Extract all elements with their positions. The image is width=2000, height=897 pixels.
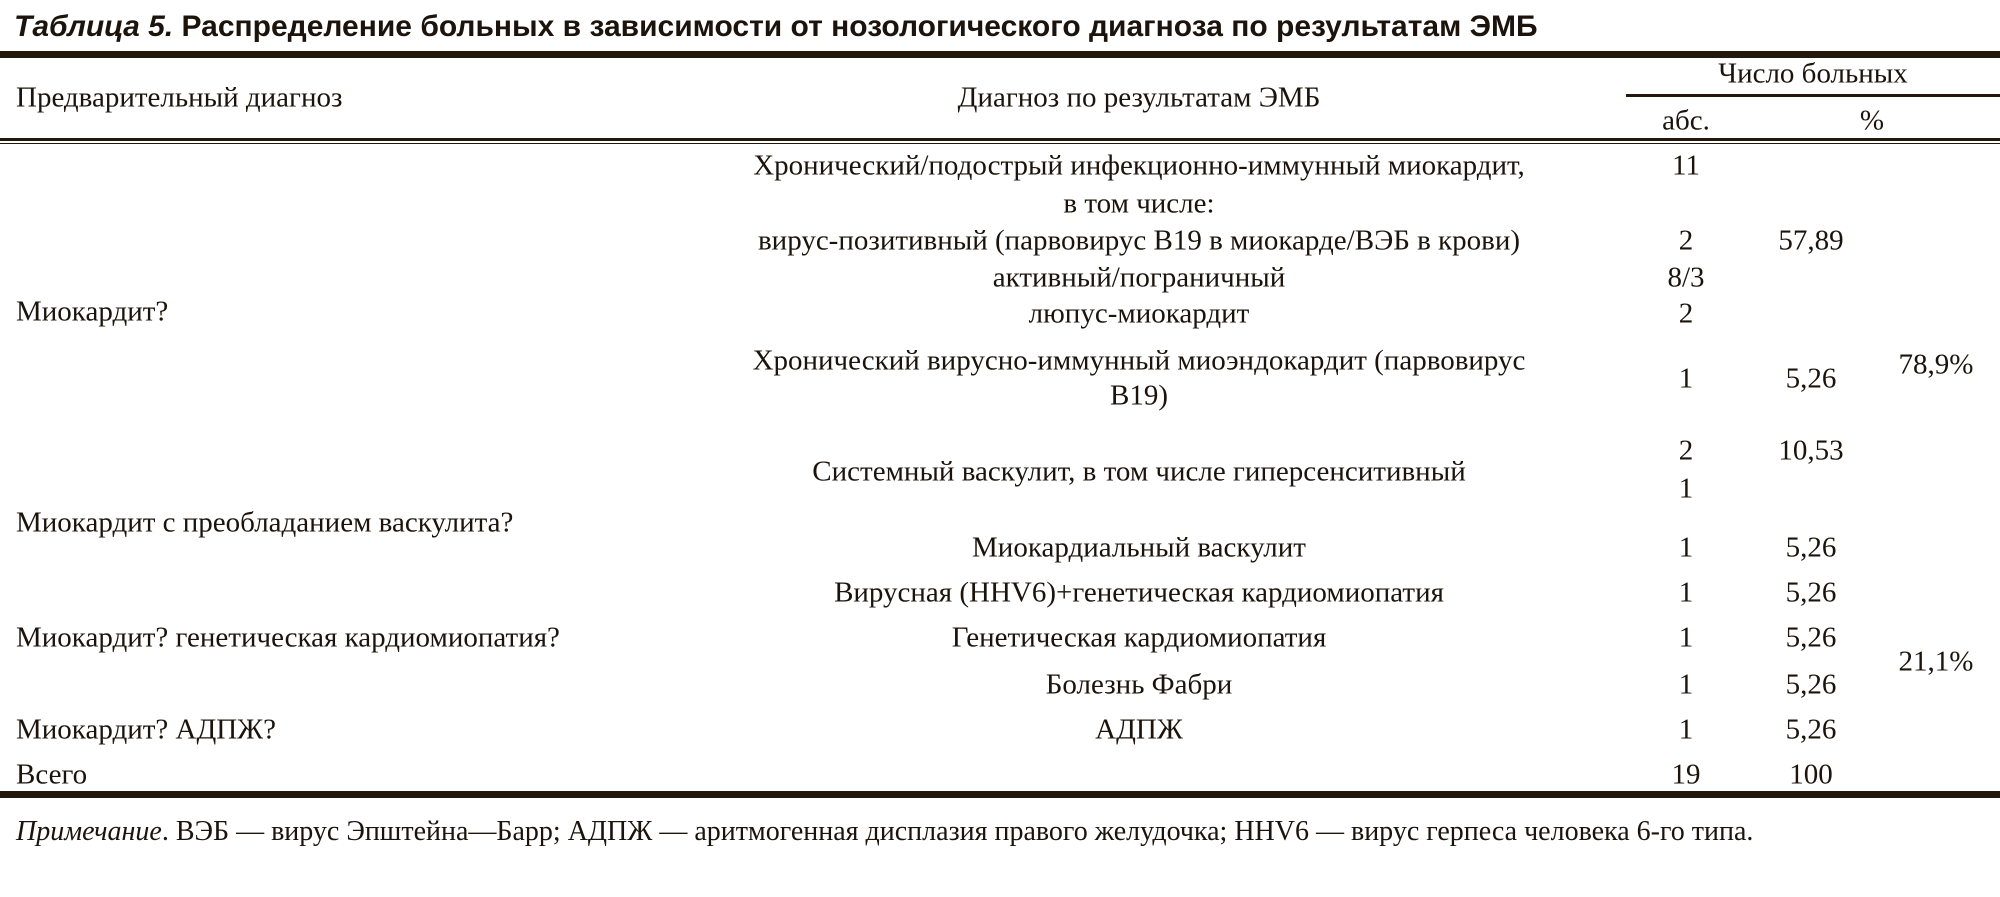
group-label: Миокардит с преобладанием васкулита? [16,506,514,539]
row-pct: 57,89 [1778,224,1844,257]
table-note: Примечание. ВЭБ — вирус Эпштейна—Барр; А… [16,814,1984,850]
row-diagnosis-cont: В19) [1110,379,1168,412]
row-diagnosis: Хронический/подострый инфекционно-иммунн… [753,149,1525,182]
row-abs: 1 [1678,531,1694,564]
row-abs: 1 [1678,668,1694,701]
row-abs: 2 [1678,224,1694,257]
row-abs: 1 [1678,362,1694,395]
row-abs: 2 [1678,434,1694,467]
row-pct: 5,26 [1785,621,1837,654]
row-pct: 5,26 [1785,576,1837,609]
row-pct: 5,26 [1785,362,1837,395]
table-number: Таблица 5. [14,10,174,43]
row-pct: 5,26 [1785,668,1837,701]
row-diagnosis: АДПЖ [1095,713,1183,746]
row-abs: 1 [1678,576,1694,609]
row-abs: 1 [1678,472,1694,505]
header-emb: Диагноз по результатам ЭМБ [957,81,1321,114]
row-abs: 1 [1678,713,1694,746]
total-abs: 19 [1671,758,1701,791]
row-abs: 11 [1672,149,1700,182]
note-text: . ВЭБ — вирус Эпштейна—Барр; АДПЖ — арит… [161,816,1754,847]
row-diagnosis: Миокардиальный васкулит [972,531,1306,564]
table-title: Таблица 5. Распределение больных в завис… [14,12,1538,42]
row-diagnosis: Хронический вирусно-иммунный миоэндокард… [752,344,1526,377]
bottom-rule [0,791,2000,798]
header-pct: % [1859,104,1885,137]
header-count: Число больных [1718,57,1908,90]
row-diagnosis: Системный васкулит, в том числе гиперсен… [812,455,1466,488]
group-label: Миокардит? [16,295,169,328]
group-label: Миокардит? генетическая кардиомиопатия? [16,621,560,654]
group-total: 78,9% [1898,348,1974,381]
row-diagnosis: активный/пограничный [992,261,1286,294]
group-label: Миокардит? АДПЖ? [16,713,277,746]
row-abs: 2 [1678,297,1694,330]
row-diagnosis: Болезнь Фабри [1045,668,1233,701]
row-diagnosis: в том числе: [1063,187,1215,220]
row-diagnosis: люпус-миокардит [1028,297,1250,330]
total-pct: 100 [1789,758,1833,791]
row-diagnosis: Вирусная (HHV6)+генетическая кардиомиопа… [834,576,1444,609]
row-diagnosis: Генетическая кардиомиопатия [951,621,1327,654]
header-preliminary: Предварительный диагноз [16,81,343,114]
row-abs: 8/3 [1667,261,1705,294]
header-abs: абс. [1662,104,1710,137]
table-caption: Распределение больных в зависимости от н… [181,10,1538,43]
row-diagnosis: вирус-позитивный (парвовирус В19 в миока… [757,224,1521,257]
header-rule-2 [0,143,2000,144]
total-label: Всего [16,758,88,791]
row-pct: 5,26 [1785,713,1837,746]
group-total: 21,1% [1898,645,1974,678]
row-pct: 10,53 [1778,434,1844,467]
note-label: Примечание [16,816,162,847]
top-rule [0,51,2000,58]
header-rule [0,138,2000,141]
row-abs: 1 [1678,621,1694,654]
row-pct: 5,26 [1785,531,1837,564]
header-subrule [1626,94,2000,97]
